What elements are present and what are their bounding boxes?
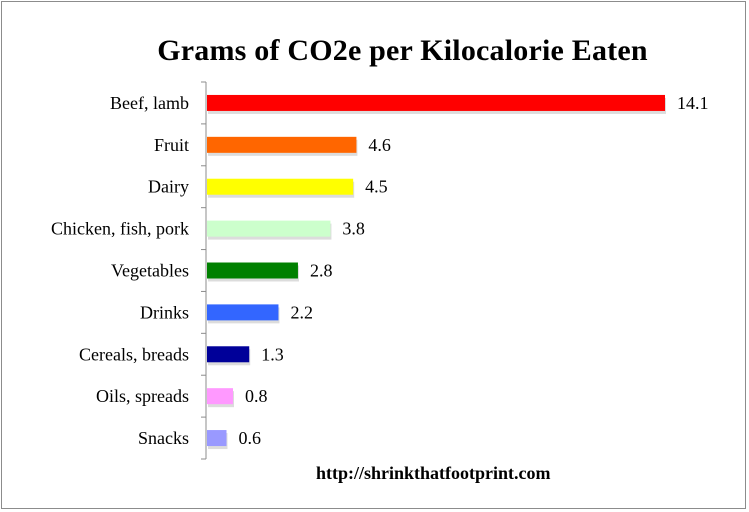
bar [207,346,250,363]
category-label: Snacks [138,428,189,448]
data-label: 2.2 [290,302,313,322]
category-label: Beef, lamb [110,93,189,113]
bar [207,136,357,153]
bar [207,430,227,447]
data-label: 4.5 [365,177,388,197]
category-label: Oils, spreads [96,386,189,406]
bar [207,94,665,111]
labels: Beef, lamb 14.1 Fruit 4.6 Dairy 4.5 Chicken, f… [51,93,708,448]
data-label: 3.8 [342,219,365,239]
bar [207,262,298,279]
data-label: 1.3 [261,344,284,364]
source-url: http://shrinkthatfootprint.com [316,463,551,483]
data-label: 2.8 [310,261,333,281]
data-label: 14.1 [677,93,709,113]
data-label: 0.8 [245,386,268,406]
bar [207,220,331,237]
category-label: Vegetables [111,261,189,281]
bar [207,388,233,405]
category-label: Drinks [140,302,189,322]
category-label: Cereals, breads [79,344,189,364]
category-label: Chicken, fish, pork [51,219,189,239]
y-axis [201,81,207,460]
chart-title: Grams of CO2e per Kilocalorie Eaten [157,34,648,67]
data-label: 4.6 [368,135,391,155]
data-label: 0.6 [238,428,261,448]
bar [207,178,354,195]
bar [207,304,279,321]
category-label: Fruit [154,135,189,155]
bars [207,94,666,450]
category-label: Dairy [148,177,189,197]
